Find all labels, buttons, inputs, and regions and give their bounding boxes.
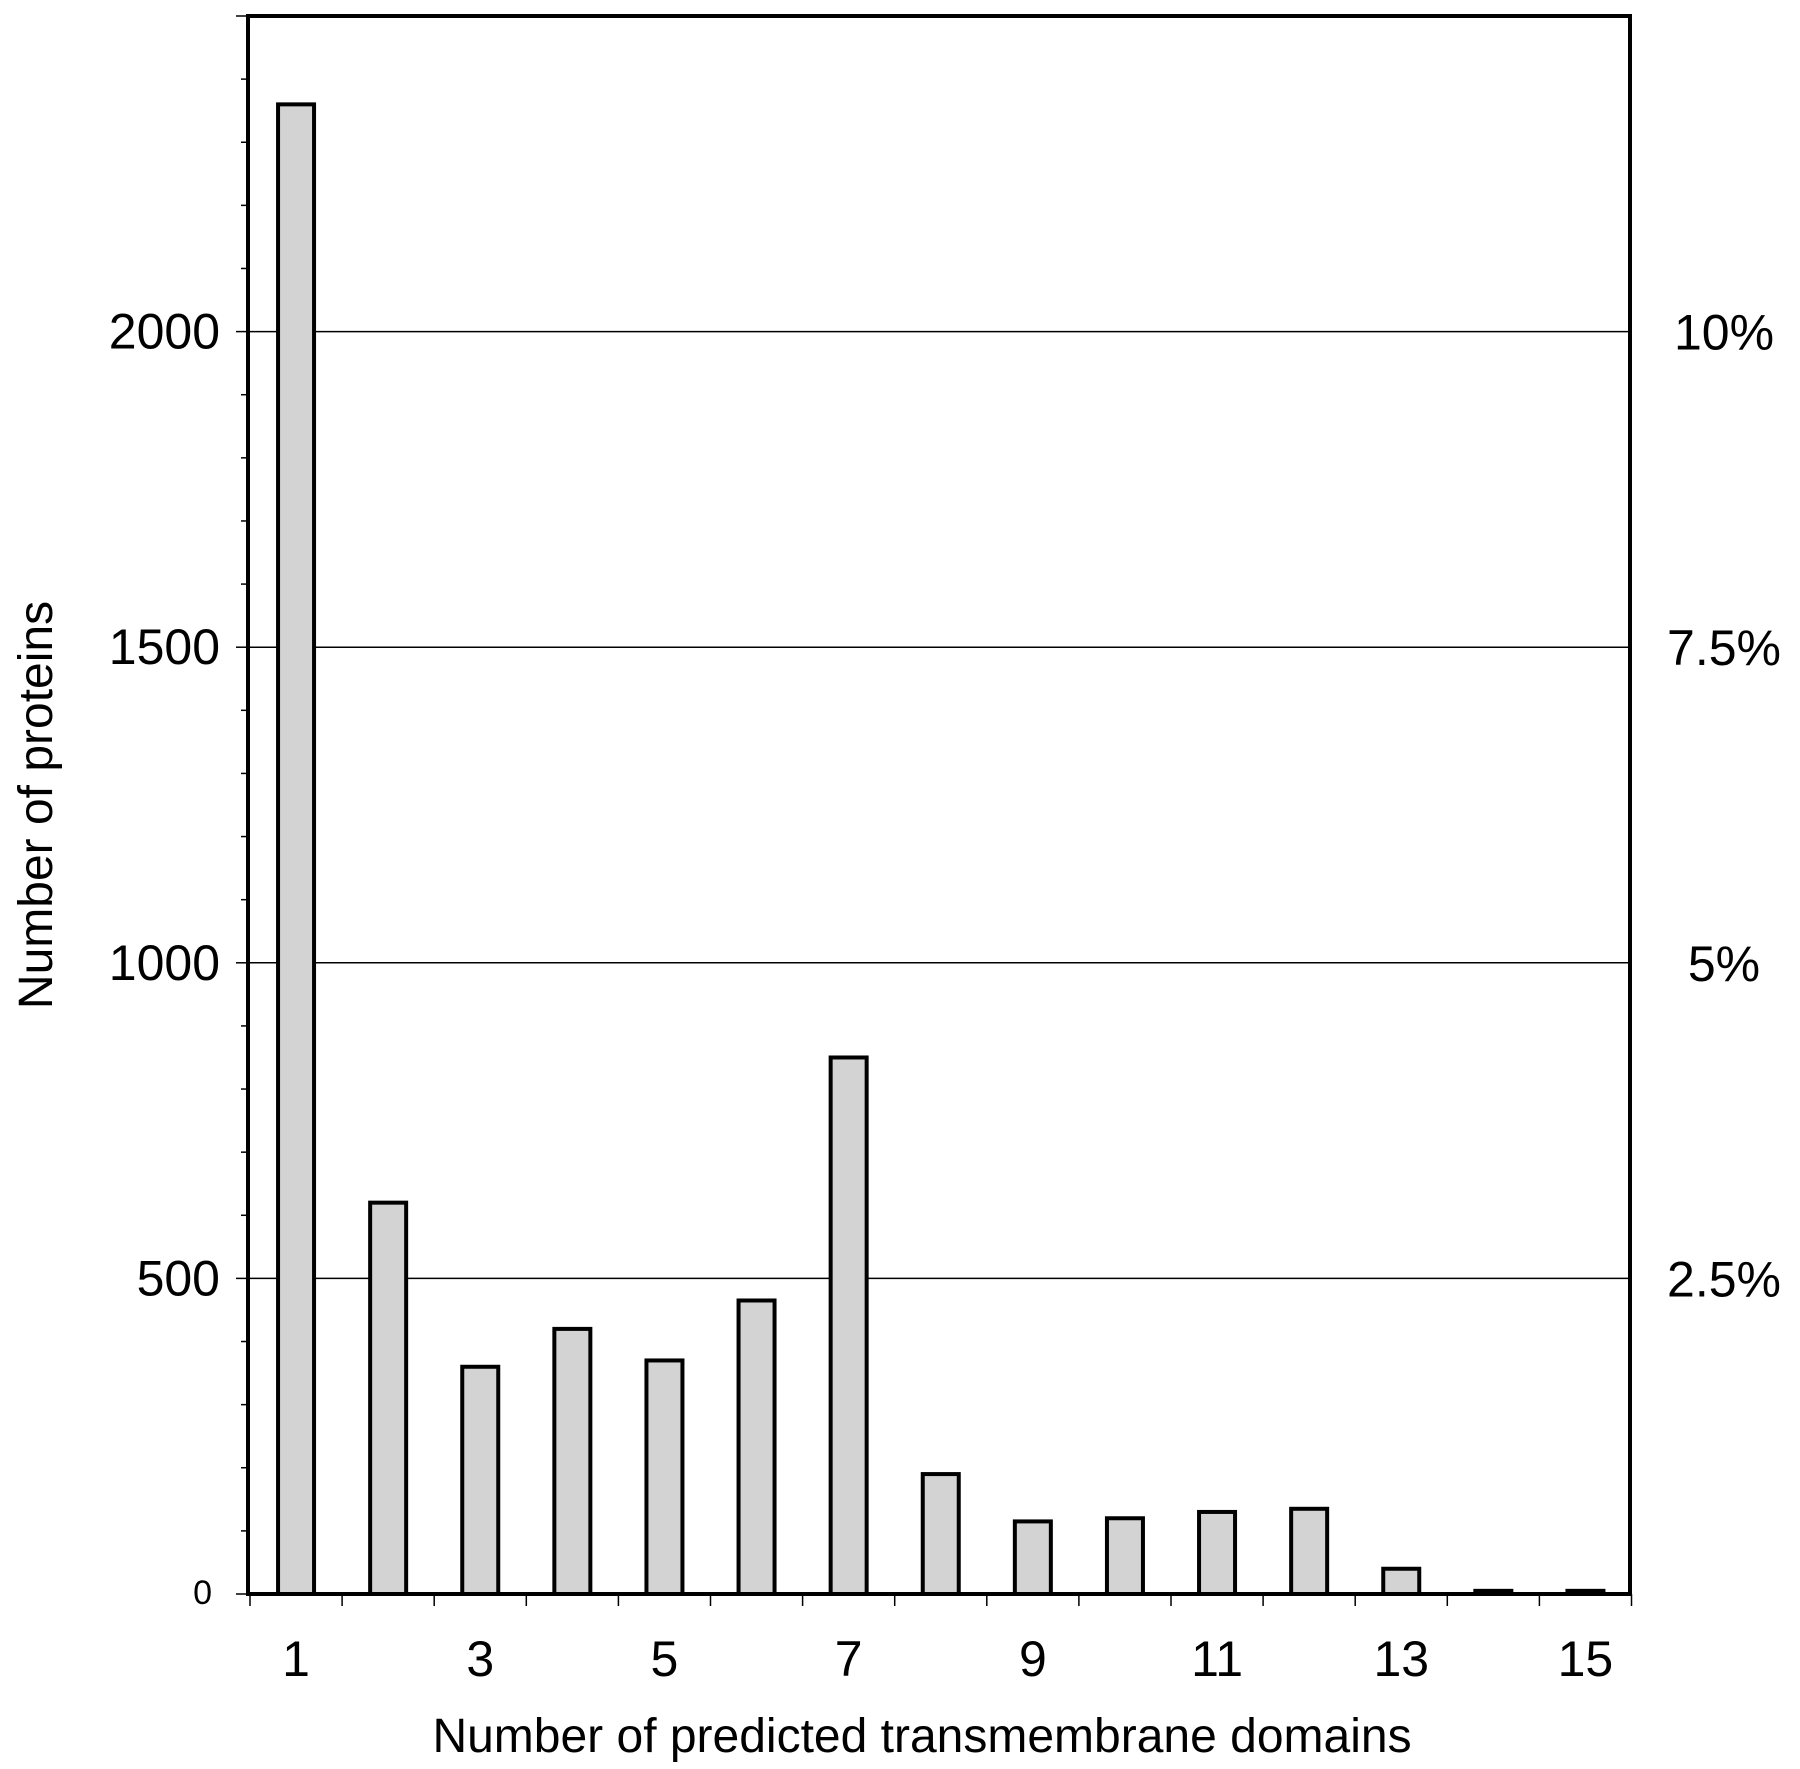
x-tick-label: 15 bbox=[1558, 1631, 1614, 1687]
y-tick-label: 500 bbox=[137, 1250, 220, 1306]
bar-13 bbox=[1381, 1566, 1422, 1596]
x-tick-label: 3 bbox=[466, 1631, 494, 1687]
bar-5 bbox=[644, 1358, 685, 1597]
secondary-y-tick-label: 10% bbox=[1674, 305, 1774, 361]
gridlines bbox=[248, 330, 1630, 1280]
bar-12 bbox=[1289, 1506, 1330, 1596]
secondary-y-tick-label: 2.5% bbox=[1667, 1251, 1781, 1307]
bar-4 bbox=[552, 1326, 593, 1596]
x-tick-label: 11 bbox=[1191, 1631, 1243, 1687]
bar-10 bbox=[1104, 1516, 1145, 1596]
axis-ticks bbox=[236, 15, 1633, 1606]
x-tick-label: 5 bbox=[651, 1631, 679, 1687]
x-tick-label: 9 bbox=[1019, 1631, 1047, 1687]
bar-2 bbox=[368, 1200, 409, 1596]
y-tick-label: 0 bbox=[193, 1574, 212, 1612]
secondary-y-tick-label: 7.5% bbox=[1667, 620, 1781, 676]
y-tick-label: 1000 bbox=[109, 935, 220, 991]
bar-3 bbox=[460, 1364, 501, 1596]
plot-frame bbox=[246, 14, 1632, 1596]
bar-11 bbox=[1197, 1509, 1238, 1596]
y-tick-label: 1500 bbox=[109, 619, 220, 675]
x-axis-title: Number of predicted transmembrane domain… bbox=[432, 1710, 1411, 1763]
bar-1 bbox=[276, 102, 317, 1596]
x-tick-label: 13 bbox=[1373, 1631, 1429, 1687]
bar-7 bbox=[828, 1055, 869, 1596]
x-tick-label: 7 bbox=[835, 1631, 863, 1687]
bar-6 bbox=[736, 1298, 777, 1596]
y-tick-label: 2000 bbox=[109, 304, 220, 360]
bar-9 bbox=[1012, 1519, 1053, 1596]
x-tick-label: 1 bbox=[282, 1631, 310, 1687]
secondary-y-tick-label: 5% bbox=[1688, 936, 1760, 992]
bars bbox=[276, 102, 1606, 1597]
bar-8 bbox=[920, 1472, 961, 1597]
y-axis-title: Number of proteins bbox=[10, 601, 63, 1009]
